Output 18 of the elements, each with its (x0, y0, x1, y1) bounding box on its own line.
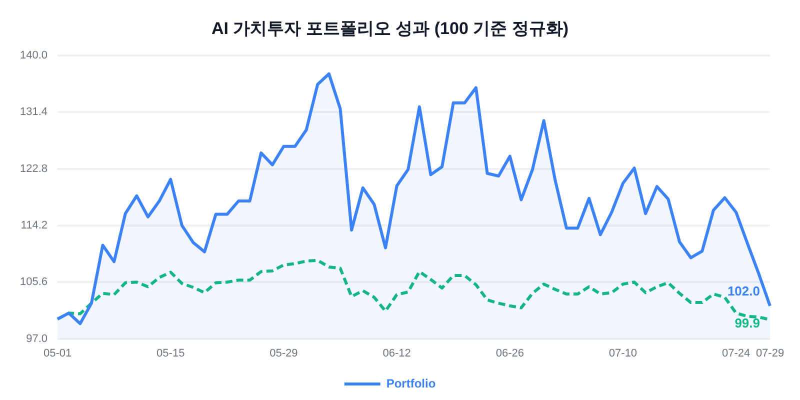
x-tick-label: 05-15 (156, 347, 185, 360)
y-tick-label: 122.8 (20, 162, 48, 175)
y-tick-label: 140.0 (20, 49, 48, 62)
x-tick-label: 05-01 (43, 347, 72, 360)
annotation: 99.9 (734, 315, 760, 330)
x-tick-label: 07-29 (756, 347, 784, 360)
annotation: 102.0 (727, 283, 760, 298)
x-tick-label: 07-24 (722, 347, 750, 360)
x-tick-label: 05-29 (270, 347, 298, 360)
chart-title: AI 가치투자 포트폴리오 성과 (100 기준 정규화) (211, 18, 569, 38)
y-tick-label: 105.6 (20, 276, 48, 288)
x-tick-label: 06-26 (496, 347, 524, 360)
y-tick-label: 97.0 (26, 332, 48, 345)
y-tick-label: 131.4 (20, 106, 48, 118)
x-tick-label: 06-12 (382, 347, 411, 360)
y-tick-label: 114.2 (20, 219, 48, 232)
x-tick-label: 07-10 (608, 347, 638, 360)
legend-label: Portfolio (386, 376, 436, 390)
